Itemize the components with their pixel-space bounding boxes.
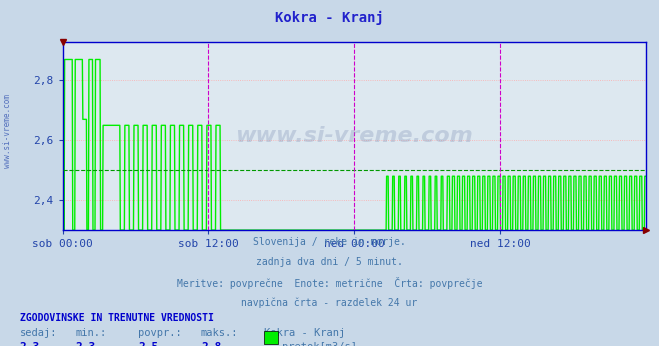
Text: Kokra - Kranj: Kokra - Kranj (275, 10, 384, 25)
Text: Meritve: povprečne  Enote: metrične  Črta: povprečje: Meritve: povprečne Enote: metrične Črta:… (177, 277, 482, 289)
Text: Kokra - Kranj: Kokra - Kranj (264, 328, 345, 338)
Text: pretok[m3/s]: pretok[m3/s] (282, 342, 357, 346)
Text: 2,3: 2,3 (76, 342, 96, 346)
Text: navpična črta - razdelek 24 ur: navpična črta - razdelek 24 ur (241, 297, 418, 308)
Text: ZGODOVINSKE IN TRENUTNE VREDNOSTI: ZGODOVINSKE IN TRENUTNE VREDNOSTI (20, 313, 214, 323)
Text: sedaj:: sedaj: (20, 328, 57, 338)
Text: 2,5: 2,5 (138, 342, 159, 346)
Text: min.:: min.: (76, 328, 107, 338)
Text: Slovenija / reke in morje.: Slovenija / reke in morje. (253, 237, 406, 247)
Text: 2,8: 2,8 (201, 342, 221, 346)
Text: www.si-vreme.com: www.si-vreme.com (235, 126, 473, 146)
Text: zadnja dva dni / 5 minut.: zadnja dva dni / 5 minut. (256, 257, 403, 267)
Text: www.si-vreme.com: www.si-vreme.com (3, 94, 13, 169)
Text: 2,3: 2,3 (20, 342, 40, 346)
Text: povpr.:: povpr.: (138, 328, 182, 338)
Text: maks.:: maks.: (201, 328, 239, 338)
